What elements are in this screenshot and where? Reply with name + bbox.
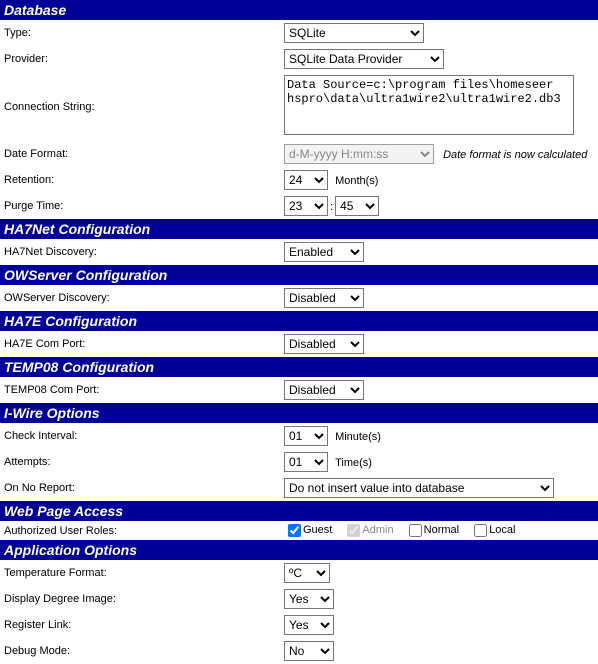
- label-check-interval: Check Interval:: [0, 423, 280, 449]
- select-purge-min[interactable]: 45: [335, 196, 379, 216]
- label-register-link: Register Link:: [0, 612, 280, 638]
- label-temp08-com: TEMP08 Com Port:: [0, 377, 280, 403]
- select-purge-hour[interactable]: 23: [284, 196, 328, 216]
- label-date-format: Date Format:: [0, 141, 280, 167]
- section-header-owserver: OWServer Configuration: [0, 265, 598, 285]
- select-date-format: d-M-yyyy H:mm:ss: [284, 144, 434, 164]
- select-db-provider[interactable]: SQLite Data Provider: [284, 49, 444, 69]
- cb-label-admin: Admin: [362, 524, 401, 536]
- label-debug-mode: Debug Mode:: [0, 638, 280, 664]
- section-header-appoptions: Application Options: [0, 540, 598, 560]
- label-ha7e-com: HA7E Com Port:: [0, 331, 280, 357]
- select-debug-mode[interactable]: No: [284, 641, 334, 661]
- select-attempts[interactable]: 01: [284, 452, 328, 472]
- select-degree-image[interactable]: Yes: [284, 589, 334, 609]
- section-header-database: Database: [0, 0, 598, 20]
- select-temp08-com[interactable]: Disabled: [284, 380, 364, 400]
- select-retention[interactable]: 24: [284, 170, 328, 190]
- purge-colon: :: [328, 201, 335, 213]
- unit-attempts: Time(s): [331, 457, 372, 469]
- settings-table: Database Type: SQLite Provider: SQLite D…: [0, 0, 598, 664]
- checkbox-normal[interactable]: [409, 524, 422, 537]
- label-temp-format: Temperature Format:: [0, 560, 280, 586]
- section-header-temp08: TEMP08 Configuration: [0, 357, 598, 377]
- roles-cell: Guest Admin Normal Local: [280, 521, 598, 540]
- label-user-roles: Authorized User Roles:: [0, 521, 280, 540]
- label-retention: Retention:: [0, 167, 280, 193]
- select-ha7e-com[interactable]: Disabled: [284, 334, 364, 354]
- section-header-ha7net: HA7Net Configuration: [0, 219, 598, 239]
- cb-label-guest: Guest: [303, 524, 340, 536]
- label-purge: Purge Time:: [0, 193, 280, 219]
- unit-check-interval: Minute(s): [331, 431, 381, 443]
- label-db-provider: Provider:: [0, 46, 280, 72]
- label-degree-image: Display Degree Image:: [0, 586, 280, 612]
- section-header-ha7e: HA7E Configuration: [0, 311, 598, 331]
- label-db-connstr: Connection String:: [0, 72, 280, 141]
- select-db-type[interactable]: SQLite: [284, 23, 424, 43]
- checkbox-admin: [347, 524, 360, 537]
- label-on-no-report: On No Report:: [0, 475, 280, 501]
- section-header-webaccess: Web Page Access: [0, 501, 598, 521]
- label-db-type: Type:: [0, 20, 280, 46]
- section-header-iwire: I-Wire Options: [0, 403, 598, 423]
- unit-retention: Month(s): [331, 175, 378, 187]
- select-check-interval[interactable]: 01: [284, 426, 328, 446]
- hint-date-format: Date format is now calculated: [437, 149, 587, 161]
- select-temp-format[interactable]: ºC: [284, 563, 330, 583]
- label-owserver-discovery: OWServer Discovery:: [0, 285, 280, 311]
- select-register-link[interactable]: Yes: [284, 615, 334, 635]
- select-on-no-report[interactable]: Do not insert value into database: [284, 478, 554, 498]
- cb-label-local: Local: [489, 524, 523, 536]
- select-owserver-discovery[interactable]: Disabled: [284, 288, 364, 308]
- label-attempts: Attempts:: [0, 449, 280, 475]
- textarea-connection-string[interactable]: Data Source=c:\program files\homeseer hs…: [284, 75, 574, 135]
- select-ha7net-discovery[interactable]: Enabled: [284, 242, 364, 262]
- checkbox-local[interactable]: [474, 524, 487, 537]
- checkbox-guest[interactable]: [288, 524, 301, 537]
- cb-label-normal: Normal: [424, 524, 467, 536]
- label-ha7net-discovery: HA7Net Discovery:: [0, 239, 280, 265]
